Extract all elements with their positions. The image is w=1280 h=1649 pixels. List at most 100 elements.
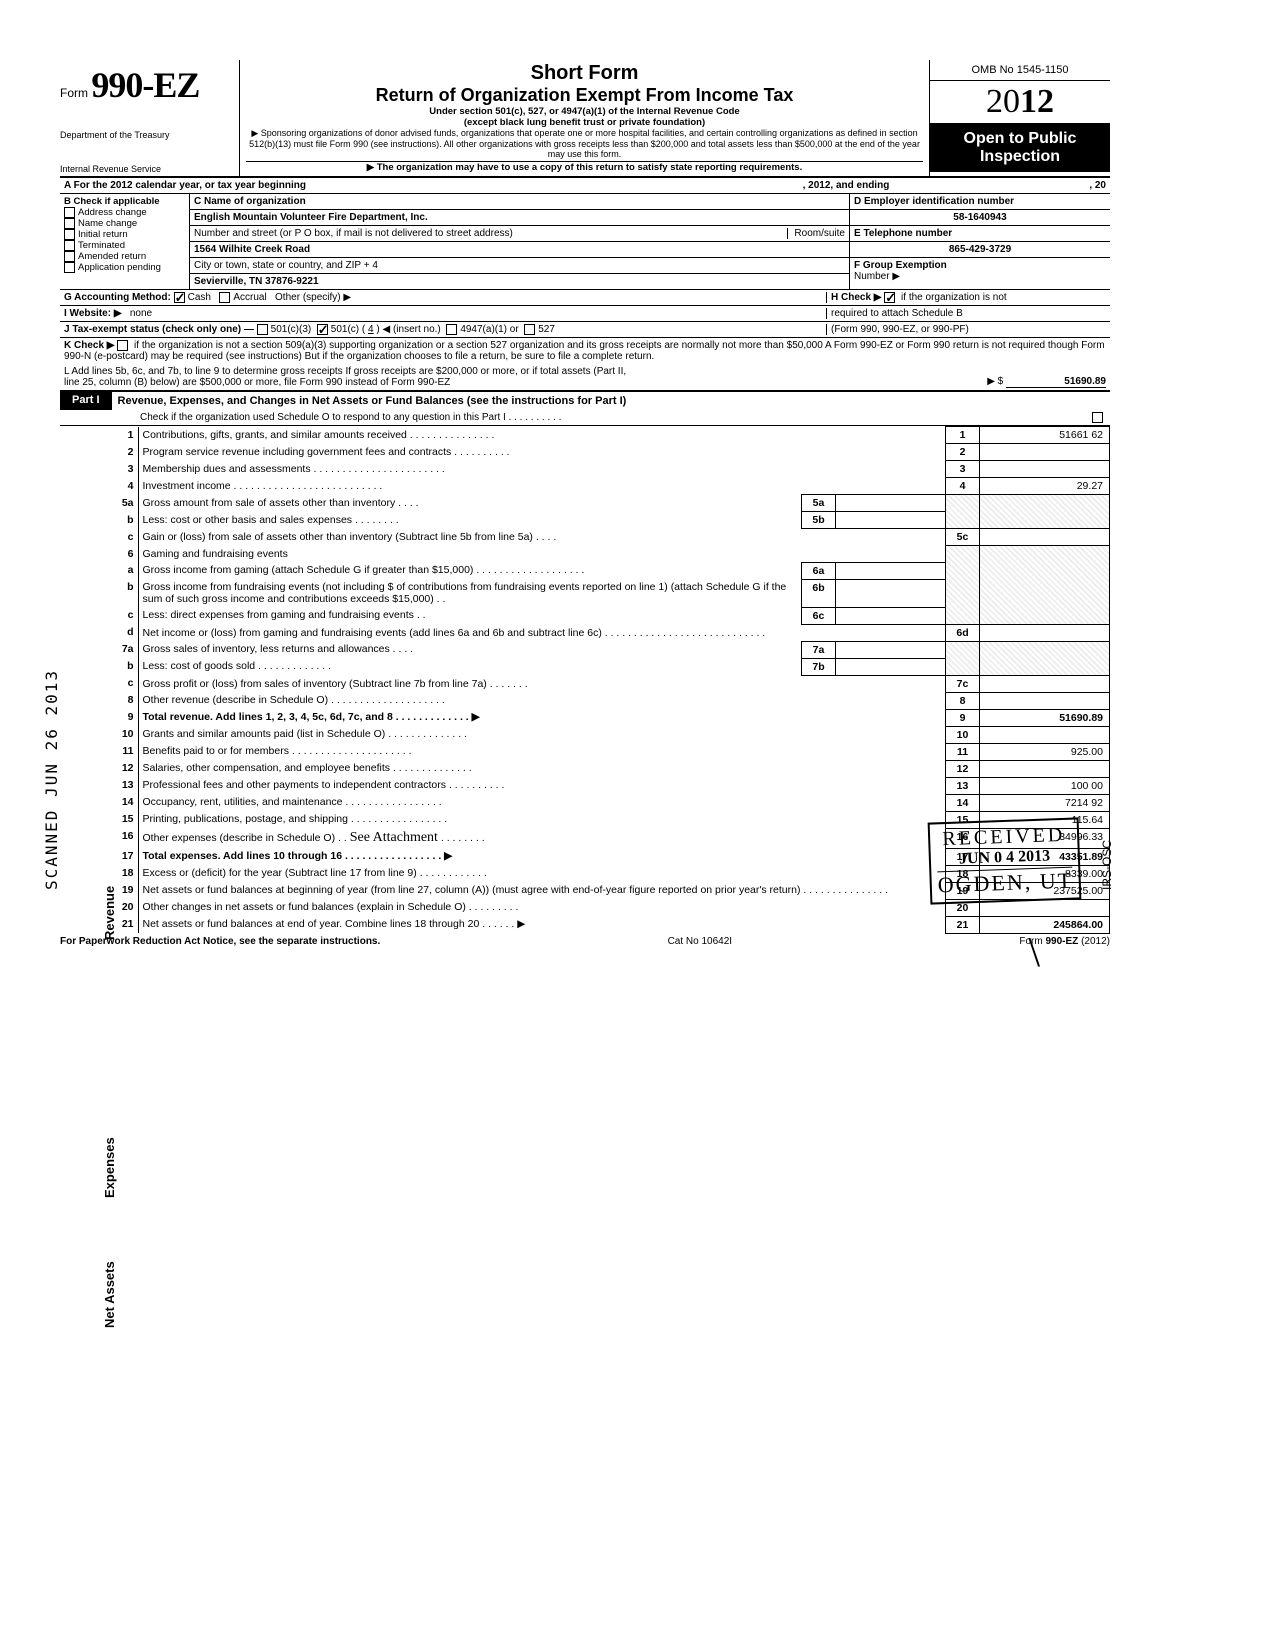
r11-d: Benefits paid to or for members . . . . … — [138, 743, 946, 760]
ein: 58-1640943 — [850, 210, 1110, 226]
r11-box: 11 — [946, 743, 980, 760]
r5c-n: c — [110, 529, 138, 546]
r7a-n: 7a — [110, 641, 138, 658]
r8-box: 8 — [946, 692, 980, 709]
r8-amt — [980, 692, 1110, 709]
g-label: G Accounting Method: — [64, 292, 171, 303]
c-name-label: C Name of organization — [194, 196, 306, 207]
b-item-1: Name change — [78, 218, 137, 229]
cb-h[interactable] — [884, 292, 895, 303]
r3-n: 3 — [110, 461, 138, 478]
r6a-sa — [836, 562, 946, 579]
line-a-mid: , 2012, and ending — [803, 180, 890, 191]
r4-box: 4 — [946, 478, 980, 495]
r19-d: Net assets or fund balances at beginning… — [138, 882, 946, 899]
row-j: J Tax-exempt status (check only one) — 5… — [60, 322, 1110, 338]
r7b-sa — [836, 658, 946, 675]
j-b2: 4 — [368, 324, 374, 335]
cb-501c3[interactable] — [257, 324, 268, 335]
r7c-d: Gross profit or (loss) from sales of inv… — [138, 675, 946, 692]
side-expenses: Expenses — [102, 1137, 117, 1198]
r9-amt: 51690.89 — [980, 709, 1110, 726]
open-line1: Open to Public — [932, 130, 1108, 148]
k-label: K Check ▶ — [64, 340, 114, 351]
j-c: 4947(a)(1) or — [460, 324, 518, 335]
e-label: E Telephone number — [850, 226, 1110, 242]
r6a-sb: 6a — [802, 562, 836, 579]
title-box: Short Form Return of Organization Exempt… — [240, 60, 930, 176]
r1-amt: 51661 62 — [980, 427, 1110, 444]
b-item-4: Amended return — [78, 251, 146, 262]
r5a-sa — [836, 495, 946, 512]
r14-n: 14 — [110, 794, 138, 811]
r7b-n: b — [110, 658, 138, 675]
c-city-label: City or town, state or country, and ZIP … — [194, 260, 378, 271]
r3-box: 3 — [946, 461, 980, 478]
r11-amt: 925.00 — [980, 743, 1110, 760]
c-room-label: Room/suite — [787, 228, 845, 239]
r6a-n: a — [110, 562, 138, 579]
r14-amt: 7214 92 — [980, 794, 1110, 811]
col-b: B Check if applicable Address change Nam… — [60, 194, 190, 289]
h-l4: (Form 990, 990-EZ, or 990-PF) — [826, 324, 1106, 335]
r6c-sb: 6c — [802, 607, 836, 624]
f-label: F Group Exemption — [854, 260, 947, 271]
r9-n: 9 — [110, 709, 138, 726]
d-label: D Employer identification number — [850, 194, 1110, 210]
r5-shade2 — [980, 495, 1110, 529]
section-bcdef: B Check if applicable Address change Nam… — [60, 194, 1110, 290]
r6a-d: Gross income from gaming (attach Schedul… — [138, 562, 802, 579]
r16-d: Other expenses (describe in Schedule O) … — [138, 828, 946, 848]
title-short-form: Short Form — [246, 62, 923, 85]
cb-terminated[interactable] — [64, 240, 75, 251]
part1-tag: Part I — [60, 391, 112, 410]
b-label: B Check if applicable — [64, 196, 185, 207]
header-row: Form 990-EZ Department of the Treasury I… — [60, 60, 1110, 178]
r6-n: 6 — [110, 546, 138, 563]
cb-4947[interactable] — [446, 324, 457, 335]
cb-501c[interactable] — [317, 324, 328, 335]
cb-accrual[interactable] — [219, 292, 230, 303]
subtitle-3: ▶ Sponsoring organizations of donor advi… — [246, 128, 923, 159]
r1-n: 1 — [110, 427, 138, 444]
r5a-d: Gross amount from sale of assets other t… — [138, 495, 802, 512]
cb-address-change[interactable] — [64, 207, 75, 218]
right-box: OMB No 1545-1150 2012 Open to Public Ins… — [930, 60, 1110, 176]
r20-d: Other changes in net assets or fund bala… — [138, 899, 946, 916]
r6-d: Gaming and fundraising events — [138, 546, 946, 563]
part1-header: Part I Revenue, Expenses, and Changes in… — [60, 391, 1110, 410]
j-label: J Tax-exempt status (check only one) — — [64, 324, 254, 335]
r5a-n: 5a — [110, 495, 138, 512]
r4-n: 4 — [110, 478, 138, 495]
form-number: 990-EZ — [91, 65, 199, 105]
cb-initial-return[interactable] — [64, 229, 75, 240]
cb-app-pending[interactable] — [64, 262, 75, 273]
cb-part1-scho[interactable] — [1092, 412, 1103, 423]
r17-n: 17 — [110, 848, 138, 865]
r3-amt — [980, 461, 1110, 478]
cb-amended[interactable] — [64, 251, 75, 262]
r8-n: 8 — [110, 692, 138, 709]
r5b-sb: 5b — [802, 512, 836, 529]
received-stamp: RECEIVED JUN 0 4 2013 OGDEN, UT — [927, 817, 1081, 904]
year-bold: 12 — [1020, 83, 1054, 120]
cb-k[interactable] — [117, 340, 128, 351]
cb-name-change[interactable] — [64, 218, 75, 229]
r5c-box: 5c — [946, 529, 980, 546]
line-a: A For the 2012 calendar year, or tax yea… — [60, 178, 1110, 194]
r6c-n: c — [110, 607, 138, 624]
row-gh: G Accounting Method: Cash Accrual Other … — [60, 290, 1110, 306]
r2-box: 2 — [946, 444, 980, 461]
l-arrow: ▶ $ — [987, 376, 1003, 387]
r7-shade — [946, 641, 980, 675]
r12-n: 12 — [110, 760, 138, 777]
cb-527[interactable] — [524, 324, 535, 335]
r13-amt: 100 00 — [980, 777, 1110, 794]
j-d: 527 — [538, 324, 555, 335]
cb-cash[interactable] — [174, 292, 185, 303]
r13-d: Professional fees and other payments to … — [138, 777, 946, 794]
r6b-sa — [836, 579, 946, 607]
r5b-sa — [836, 512, 946, 529]
r2-d: Program service revenue including govern… — [138, 444, 946, 461]
r13-box: 13 — [946, 777, 980, 794]
